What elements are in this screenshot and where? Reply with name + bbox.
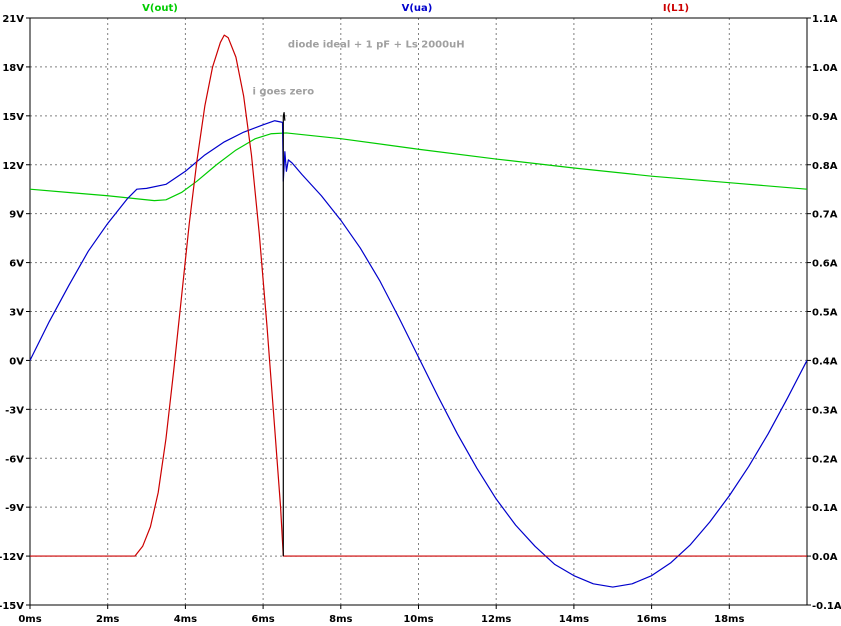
- legend-entry: I(L1): [663, 3, 689, 14]
- axis-layer: 0ms 2ms 4ms 6ms 8ms 10ms 12ms 14ms 16ms 18ms -15V -…: [0, 14, 841, 625]
- y-left-tick-label: 3V: [9, 308, 24, 319]
- x-tick-label: 6ms: [251, 614, 274, 625]
- y-right-tick-label: 0.1A: [812, 503, 838, 514]
- series-marker: [282, 111, 286, 557]
- y-left-tick-label: -12V: [0, 552, 24, 563]
- y-left-tick-label: 0V: [9, 356, 24, 367]
- x-tick-label: 2ms: [96, 614, 119, 625]
- annotations: diode ideal + 1 pF + Ls 2000uH i goes zer…: [253, 39, 465, 97]
- annotation-text: diode ideal + 1 pF + Ls 2000uH: [288, 39, 465, 50]
- grid: [30, 18, 807, 605]
- y-left-tick-label: -15V: [0, 601, 24, 612]
- y-right-tick-label: 0.6A: [812, 259, 838, 270]
- y-right-tick-label: 1.0A: [812, 63, 838, 74]
- x-tick-label: 0ms: [18, 614, 41, 625]
- y-right-tick-label: -0.1A: [812, 601, 841, 612]
- x-tick-label: 4ms: [174, 614, 197, 625]
- y-right-tick-label: 0.4A: [812, 356, 838, 367]
- y-left-tick-label: 6V: [9, 259, 24, 270]
- legend-entry: V(ua): [402, 3, 433, 14]
- y-right-tick-label: 0.8A: [812, 161, 838, 172]
- y-left-tick-label: -9V: [5, 503, 24, 514]
- x-tick-label: 8ms: [329, 614, 352, 625]
- x-tick-label: 12ms: [481, 614, 511, 625]
- series-v-out: [29, 132, 808, 202]
- y-right-tick-label: 0.9A: [812, 112, 838, 123]
- series-layer: [29, 34, 808, 588]
- annotation-text: i goes zero: [253, 87, 315, 98]
- y-left-tick-label: 18V: [2, 63, 24, 74]
- y-right-tick-label: 0.3A: [812, 405, 838, 416]
- y-left-tick-label: 15V: [2, 112, 24, 123]
- y-right-tick-label: 0.2A: [812, 454, 838, 465]
- y-right-tick-label: 0.0A: [812, 552, 838, 563]
- y-left-tick-label: 12V: [2, 161, 24, 172]
- y-left-tick-label: 21V: [2, 14, 24, 25]
- series-i-l1: [30, 34, 807, 557]
- y-right-tick-label: 1.1A: [812, 14, 838, 25]
- y-left-tick-label: -3V: [5, 405, 24, 416]
- x-tick-label: 18ms: [714, 614, 744, 625]
- x-tick-label: 16ms: [636, 614, 666, 625]
- y-left-tick-label: 9V: [9, 210, 24, 221]
- y-right-tick-label: 0.5A: [812, 308, 838, 319]
- y-right-tick-label: 0.7A: [812, 210, 838, 221]
- legend-entry: V(out): [142, 3, 178, 14]
- legend: V(out) V(ua) I(L1): [142, 3, 689, 14]
- series-v-ua: [29, 120, 808, 588]
- x-tick-label: 10ms: [403, 614, 433, 625]
- x-tick-label: 14ms: [559, 614, 589, 625]
- y-left-tick-label: -6V: [5, 454, 24, 465]
